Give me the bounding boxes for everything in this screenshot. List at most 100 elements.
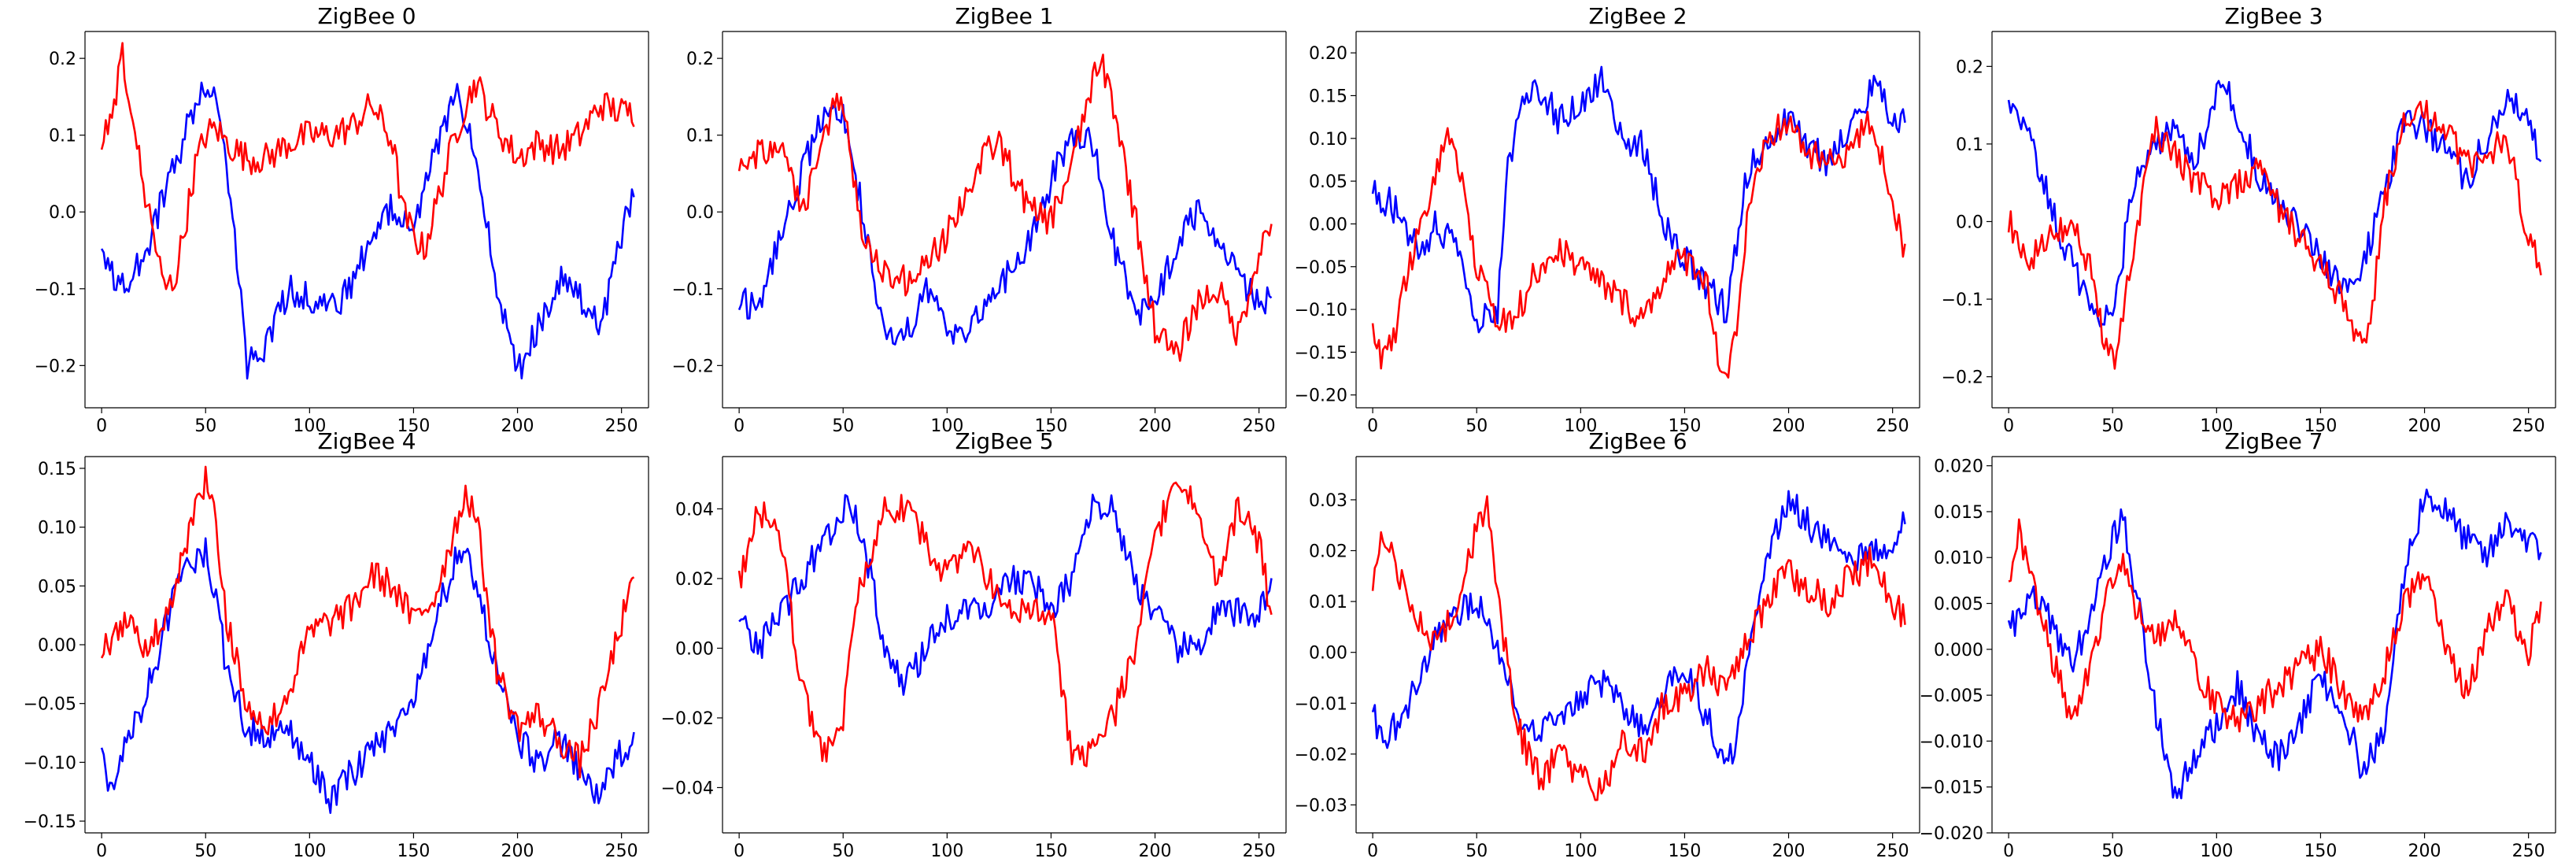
series-line-I bbox=[738, 494, 1273, 696]
y-tick-label: 0.0 bbox=[1956, 213, 1983, 232]
y-tick-label: 0.1 bbox=[1956, 135, 1983, 155]
x-tick-label: 50 bbox=[194, 416, 216, 436]
series-line-Q bbox=[1371, 495, 1906, 801]
subplot-title: ZigBee 5 bbox=[955, 428, 1053, 454]
x-tick-label: 150 bbox=[2304, 416, 2337, 436]
series-line-Q bbox=[1371, 110, 1906, 379]
series-line-Q bbox=[2007, 99, 2542, 370]
y-tick-label: −0.020 bbox=[1920, 824, 1983, 844]
x-tick-label: 50 bbox=[2101, 416, 2123, 436]
y-tick-label: 0.10 bbox=[38, 519, 76, 538]
series-line-Q bbox=[737, 54, 1273, 362]
subplot-title: ZigBee 2 bbox=[1588, 3, 1687, 29]
x-tick-label: 100 bbox=[1564, 416, 1597, 436]
series-line-I bbox=[100, 81, 635, 380]
series-line-Q bbox=[100, 42, 635, 292]
y-tick-label: 0.0 bbox=[49, 203, 76, 223]
y-tick-label: −0.1 bbox=[35, 280, 76, 300]
y-tick-label: 0.05 bbox=[38, 577, 76, 597]
y-tick-label: −0.015 bbox=[1920, 779, 1983, 798]
series-line-I bbox=[1371, 490, 1906, 765]
series-line-Q bbox=[737, 481, 1273, 768]
y-tick-label: 0.02 bbox=[675, 570, 714, 590]
y-tick-label: −0.2 bbox=[1942, 368, 1983, 388]
x-tick-label: 200 bbox=[1772, 416, 1805, 436]
x-tick-label: 0 bbox=[734, 842, 745, 861]
y-tick-label: −0.15 bbox=[24, 812, 76, 832]
y-tick-label: 0.2 bbox=[49, 50, 76, 69]
x-tick-label: 0 bbox=[96, 416, 107, 436]
subplot-5: ZigBee 5 0 50 100 150 200 250 −0.04 −0.02 0.00 0.0… bbox=[661, 428, 1287, 861]
y-tick-label: −0.005 bbox=[1920, 686, 1983, 706]
subplot-1: ZigBee 1 0 50 100 150 200 250 −0.2 −0.1 0.0 0.1 0.2 bbox=[672, 3, 1287, 436]
series-line-Q bbox=[2008, 518, 2542, 733]
x-tick-label: 50 bbox=[194, 842, 216, 861]
subplot-7: ZigBee 7 0 50 100 150 200 250 −0.020 −0.015 −0.01… bbox=[1920, 428, 2556, 861]
y-tick-label: 0.020 bbox=[1934, 457, 1983, 477]
subplot-4: ZigBee 4 0 50 100 150 200 250 −0.15 −0.10 −0.05 0.… bbox=[24, 428, 649, 861]
x-tick-label: 0 bbox=[1367, 842, 1378, 861]
subplot-title: ZigBee 4 bbox=[317, 428, 416, 454]
y-tick-label: −0.10 bbox=[24, 753, 76, 773]
x-tick-label: 50 bbox=[1465, 416, 1488, 436]
x-tick-label: 50 bbox=[832, 842, 854, 861]
x-tick-label: 0 bbox=[2003, 416, 2014, 436]
y-tick-label: −0.04 bbox=[661, 779, 714, 798]
x-tick-label: 100 bbox=[293, 416, 326, 436]
x-tick-label: 250 bbox=[2512, 416, 2545, 436]
y-tick-label: 0.0 bbox=[686, 203, 714, 223]
y-tick-label: 0.04 bbox=[675, 500, 714, 520]
y-tick-label: −0.010 bbox=[1920, 732, 1983, 752]
y-tick-label: −0.2 bbox=[35, 357, 76, 376]
y-tick-label: 0.00 bbox=[675, 639, 714, 659]
x-tick-label: 200 bbox=[2408, 416, 2441, 436]
y-tick-label: 0.10 bbox=[1309, 130, 1347, 150]
x-tick-label: 250 bbox=[2512, 842, 2545, 861]
y-tick-label: 0.1 bbox=[686, 127, 714, 146]
x-tick-label: 250 bbox=[1876, 416, 1909, 436]
y-tick-label: 0.000 bbox=[1934, 641, 1983, 660]
x-tick-label: 150 bbox=[2304, 842, 2337, 861]
y-tick-label: −0.10 bbox=[1295, 301, 1347, 320]
y-tick-label: 0.2 bbox=[686, 50, 714, 69]
x-tick-label: 150 bbox=[397, 416, 430, 436]
x-tick-label: 100 bbox=[1564, 842, 1597, 861]
x-tick-label: 250 bbox=[1243, 416, 1276, 436]
y-tick-label: −0.01 bbox=[1295, 694, 1347, 714]
x-tick-label: 200 bbox=[2408, 842, 2441, 861]
subplot-title: ZigBee 1 bbox=[955, 3, 1053, 29]
y-tick-label: 0.2 bbox=[1956, 57, 1983, 77]
y-tick-label: 0.03 bbox=[1309, 491, 1347, 511]
y-tick-label: −0.1 bbox=[672, 280, 714, 300]
y-tick-label: −0.15 bbox=[1295, 343, 1347, 363]
y-tick-label: 0.00 bbox=[38, 636, 76, 656]
y-tick-label: 0.00 bbox=[1309, 644, 1347, 664]
y-tick-label: −0.03 bbox=[1295, 796, 1347, 816]
series-line-I bbox=[100, 537, 635, 814]
y-tick-label: 0.010 bbox=[1934, 549, 1983, 568]
y-tick-label: 0.20 bbox=[1309, 44, 1347, 64]
series-line-I bbox=[2007, 488, 2542, 800]
x-tick-label: 50 bbox=[1465, 842, 1488, 861]
y-tick-label: −0.1 bbox=[1942, 290, 1983, 310]
subplot-0: ZigBee 0 0 50 100 150 200 250 −0.2 −0.1 0.0 0.1 0.2 bbox=[35, 3, 649, 436]
subplot-title: ZigBee 7 bbox=[2224, 428, 2323, 454]
subplot-title: ZigBee 0 bbox=[317, 3, 416, 29]
x-tick-label: 0 bbox=[734, 416, 745, 436]
x-tick-label: 0 bbox=[2003, 842, 2014, 861]
y-tick-label: 0.02 bbox=[1309, 542, 1347, 562]
y-tick-label: 0.01 bbox=[1309, 593, 1347, 612]
subplot-title: ZigBee 6 bbox=[1588, 428, 1687, 454]
x-tick-label: 150 bbox=[1034, 842, 1067, 861]
subplot-6: ZigBee 6 0 50 100 150 200 250 −0.03 −0.02 −0.01 0.… bbox=[1295, 428, 1920, 861]
x-tick-label: 250 bbox=[605, 842, 638, 861]
y-tick-label: −0.05 bbox=[1295, 258, 1347, 278]
y-tick-label: −0.2 bbox=[672, 357, 714, 376]
x-tick-label: 100 bbox=[293, 842, 326, 861]
x-tick-label: 100 bbox=[2200, 416, 2233, 436]
y-tick-label: −0.05 bbox=[24, 695, 76, 715]
subplot-2: ZigBee 2 0 50 100 150 200 250 −0.20 −0.15 −0.10 −0… bbox=[1295, 3, 1920, 436]
x-tick-label: 150 bbox=[1668, 842, 1701, 861]
series-line-Q bbox=[100, 465, 635, 779]
